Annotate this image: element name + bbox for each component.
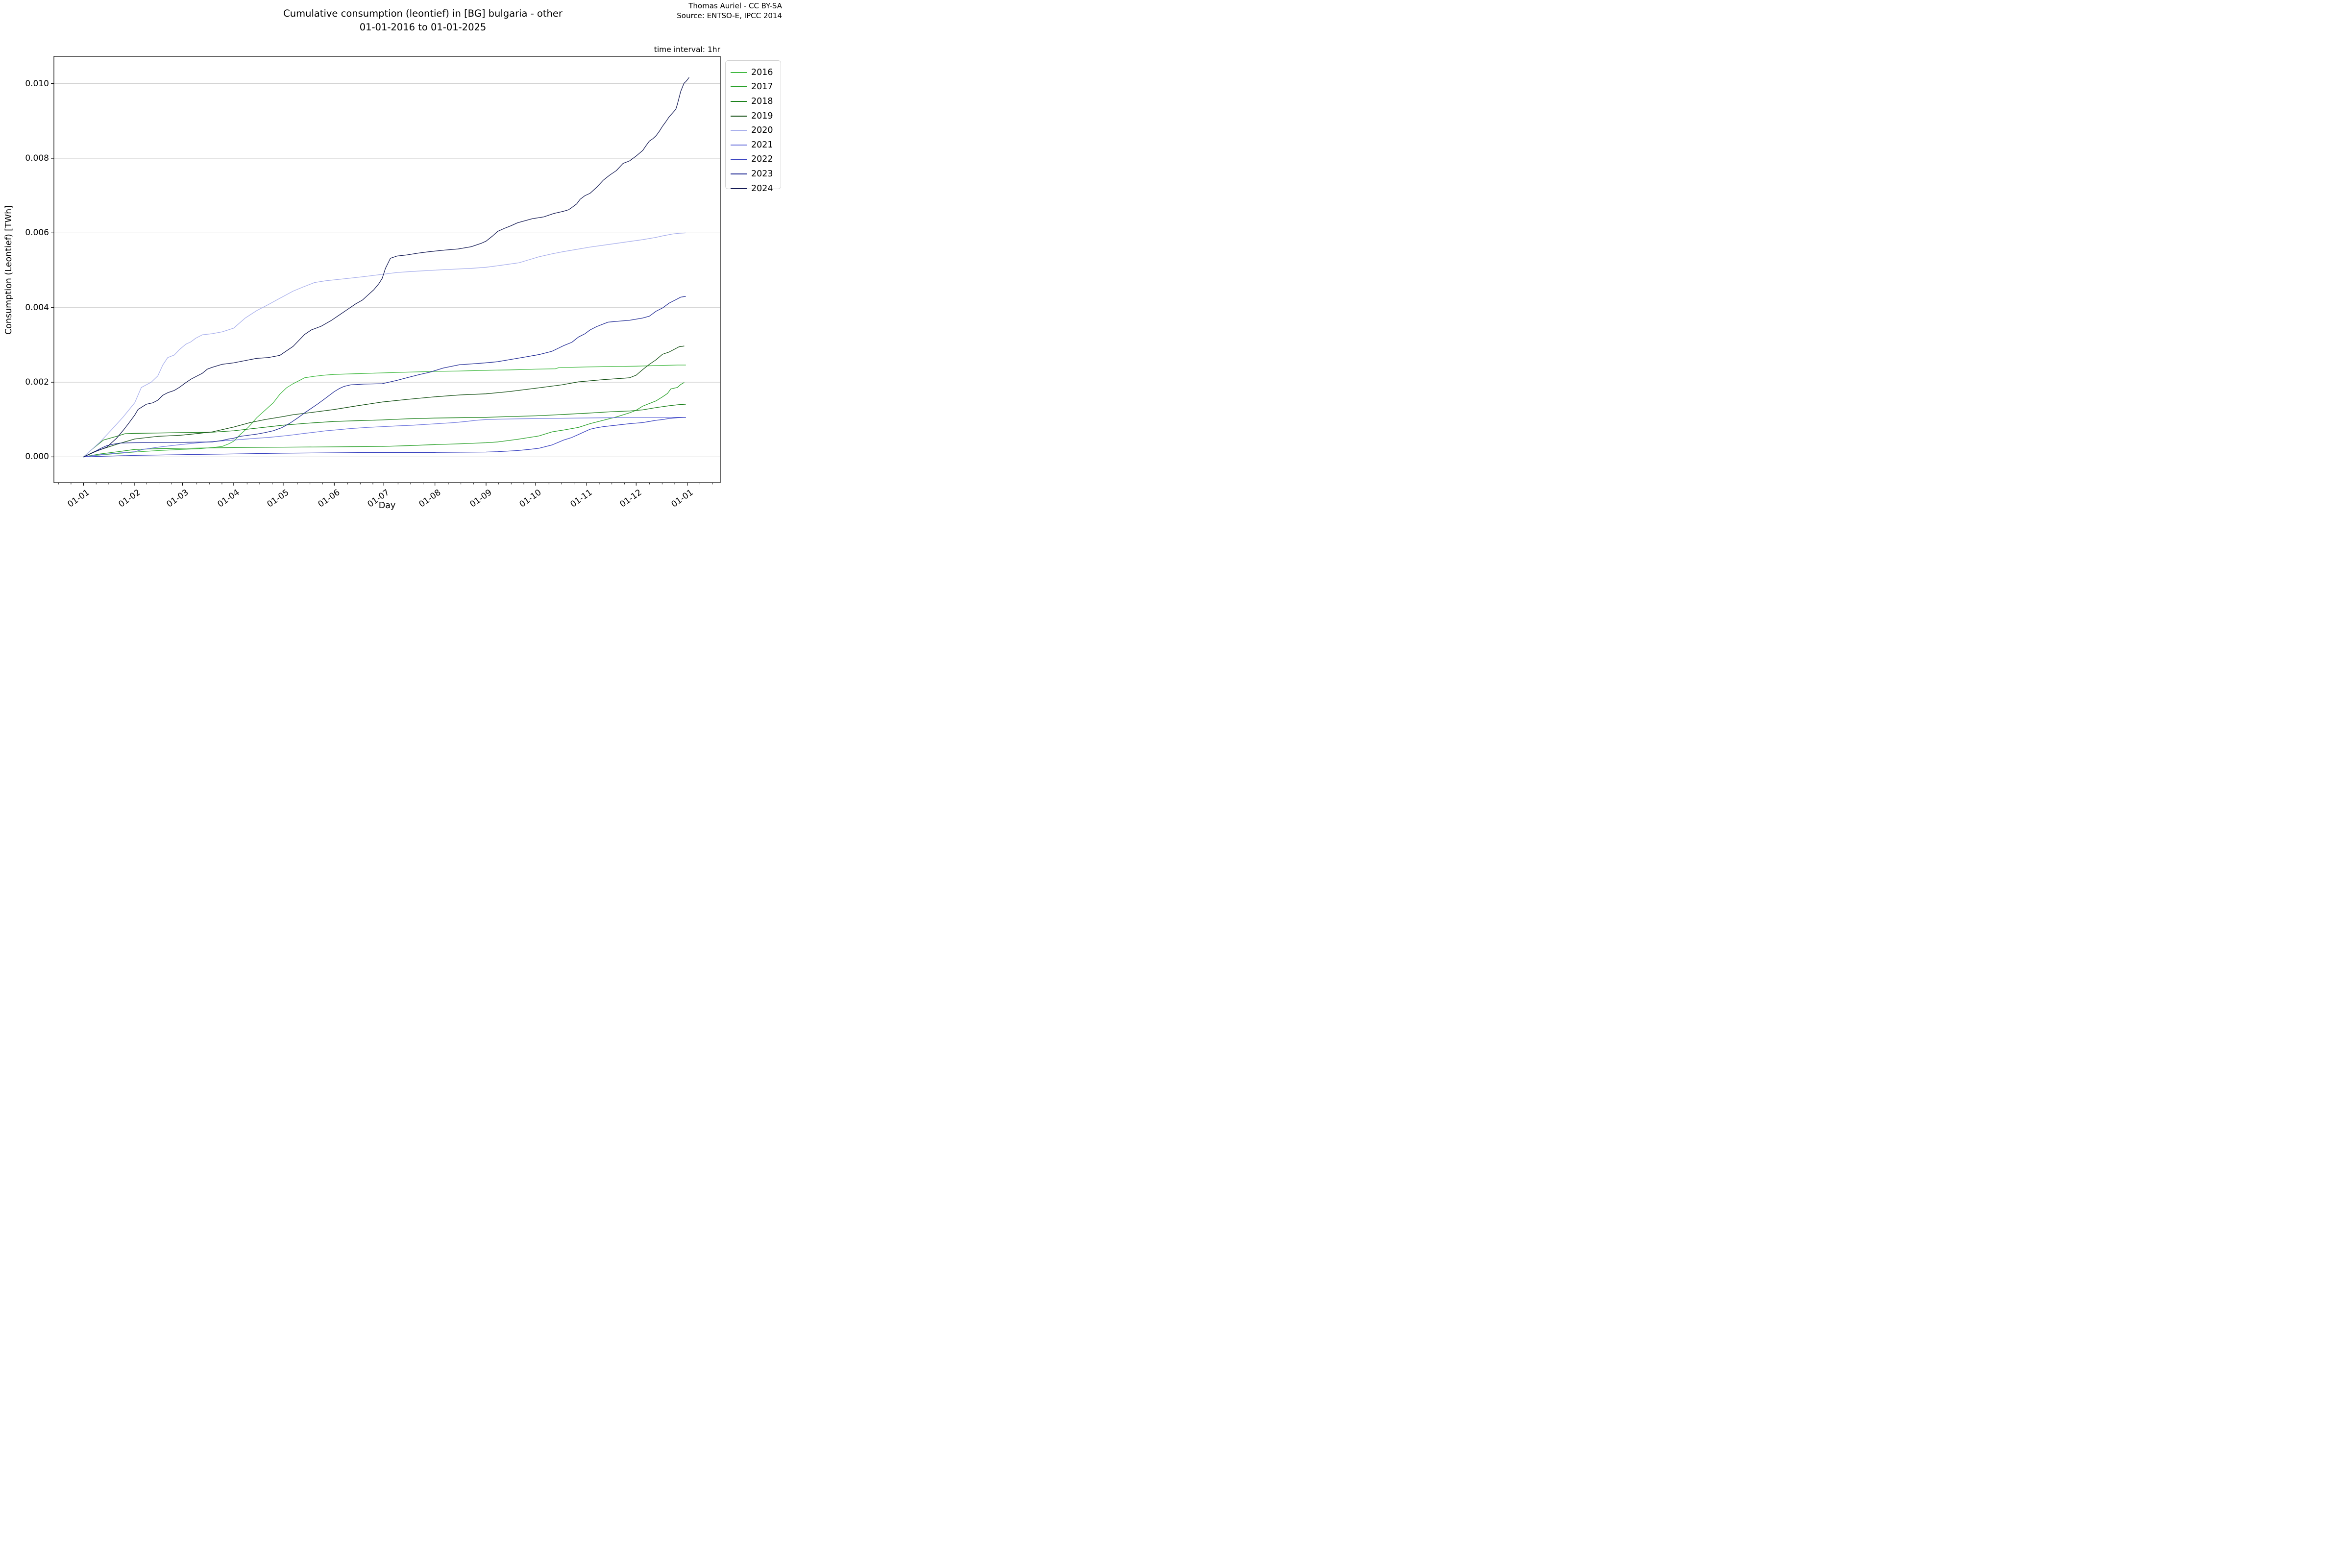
series-line-2018 <box>83 404 686 458</box>
legend-swatch-2018 <box>731 100 747 102</box>
legend-label-2023: 2023 <box>751 169 773 179</box>
series-line-2017 <box>83 382 685 458</box>
legend-item-2021: 2021 <box>726 138 781 152</box>
credit-author: Thomas Auriel - CC BY-SA <box>688 1 782 10</box>
legend-label-2022: 2022 <box>751 154 773 165</box>
legend-item-2019: 2019 <box>726 109 781 123</box>
legend-label-2018: 2018 <box>751 96 773 106</box>
series-line-2024 <box>83 77 689 458</box>
y-tick-label-0.000: 0.000 <box>25 452 49 462</box>
chart-title: Cumulative consumption (leontief) in [BG… <box>157 7 689 34</box>
plot-frame <box>53 56 721 483</box>
legend-item-2022: 2022 <box>726 152 781 167</box>
y-tick-label-0.002: 0.002 <box>25 377 49 388</box>
y-tick-label-0.010: 0.010 <box>25 78 49 89</box>
legend-swatch-2019 <box>731 115 747 117</box>
time-interval-label: time interval: 1hr <box>654 45 720 54</box>
legend-swatch-2016 <box>731 72 747 73</box>
series-line-2023 <box>83 296 686 458</box>
series-line-2021 <box>83 417 686 458</box>
credit-source: Source: ENTSO-E, IPCC 2014 <box>677 11 782 20</box>
legend-item-2020: 2020 <box>726 123 781 138</box>
legend-item-2017: 2017 <box>726 80 781 95</box>
x-axis-label: Day <box>378 501 396 511</box>
legend-swatch-2023 <box>731 173 747 174</box>
legend-swatch-2021 <box>731 144 747 146</box>
y-tick-label-0.008: 0.008 <box>25 153 49 163</box>
y-tick-label-0.006: 0.006 <box>25 228 49 238</box>
plot-canvas <box>51 56 721 486</box>
legend-item-2018: 2018 <box>726 94 781 109</box>
series-line-2019 <box>83 345 685 458</box>
legend-item-2016: 2016 <box>726 65 781 80</box>
legend-item-2024: 2024 <box>726 181 781 196</box>
series-line-2020 <box>83 232 686 458</box>
legend-label-2016: 2016 <box>751 67 773 77</box>
legend-item-2023: 2023 <box>726 167 781 181</box>
legend-label-2017: 2017 <box>751 82 773 92</box>
legend-swatch-2017 <box>731 86 747 88</box>
legend-box: 2016 2017 2018 2019 2020 2021 2022 2023 2024 <box>725 60 781 194</box>
legend-label-2019: 2019 <box>751 111 773 121</box>
legend-label-2021: 2021 <box>751 140 773 150</box>
legend-swatch-2022 <box>731 159 747 160</box>
y-axis-label: Consumption (Leontief) [TWh] <box>4 205 14 335</box>
credit-text: Thomas Auriel - CC BY-SA Source: ENTSO-E… <box>677 1 782 21</box>
legend-label-2024: 2024 <box>751 183 773 194</box>
chart-title-line2: 01-01-2016 to 01-01-2025 <box>359 22 487 33</box>
series-line-2016 <box>83 365 686 458</box>
legend-swatch-2020 <box>731 130 747 131</box>
series-line-2022 <box>83 417 686 458</box>
y-tick-label-0.004: 0.004 <box>25 302 49 313</box>
chart-figure: Cumulative consumption (leontief) in [BG… <box>0 0 784 523</box>
legend-label-2020: 2020 <box>751 125 773 136</box>
legend-swatch-2024 <box>731 188 747 189</box>
chart-title-line1: Cumulative consumption (leontief) in [BG… <box>283 8 563 19</box>
